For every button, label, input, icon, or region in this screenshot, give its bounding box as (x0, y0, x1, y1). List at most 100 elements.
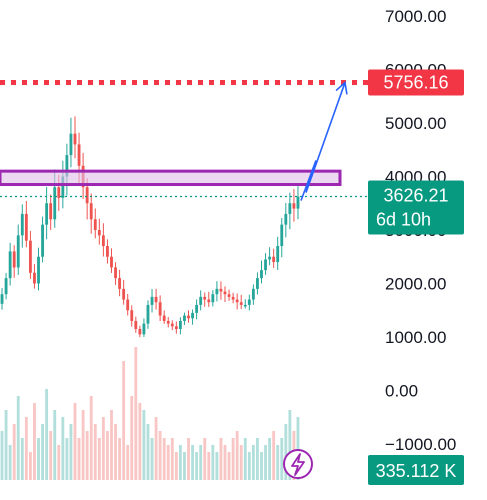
volume-bar (122, 361, 126, 480)
candle-body (146, 304, 150, 324)
volume-bar (49, 431, 53, 480)
volume-bar (4, 410, 8, 480)
candle-body (37, 256, 40, 284)
candle-body (101, 235, 105, 247)
volume-bar (260, 452, 263, 480)
candle-body (251, 288, 255, 300)
candle-body (219, 288, 223, 292)
candle-body (284, 213, 288, 225)
volume-bar (211, 445, 215, 480)
candle-body (77, 144, 81, 166)
volume-bar (73, 403, 77, 480)
candle-body (33, 272, 36, 284)
volume-bar (33, 403, 36, 480)
candle-body (268, 256, 272, 260)
volume-bar (146, 424, 150, 480)
candle-body (53, 187, 57, 220)
candle-body (24, 213, 28, 241)
candle-body (89, 203, 93, 220)
volume-bar (126, 445, 130, 480)
volume-bar (284, 424, 288, 480)
lightning-badge[interactable] (283, 449, 313, 479)
candle-body (235, 299, 239, 303)
volume-bar (106, 431, 109, 480)
volume-bar (45, 389, 49, 480)
candle-body (292, 203, 296, 209)
volume-bar (142, 410, 146, 480)
candle-body (134, 320, 138, 329)
candle-body (256, 278, 259, 289)
candle-body (85, 187, 89, 204)
projection-path (300, 82, 346, 201)
volume-bar (77, 438, 81, 480)
candle-body (239, 302, 243, 305)
volume-bar (219, 438, 223, 480)
volume-bar (150, 438, 154, 480)
lightning-icon (291, 453, 305, 476)
candle-body (49, 203, 53, 220)
candle-body (260, 270, 263, 279)
volume-bar (89, 396, 93, 480)
volume-bar (114, 424, 117, 480)
candle-body (97, 230, 101, 236)
volume-bar (247, 452, 251, 480)
volume-bar (158, 431, 162, 480)
candle-body (45, 203, 49, 225)
volume-bar (101, 417, 105, 480)
candle-body (150, 296, 154, 305)
volume-bar (85, 431, 89, 480)
volume-bar (272, 431, 276, 480)
candle-body (138, 328, 142, 335)
y-tick-label: −1000.00 (385, 435, 456, 454)
candle-body (166, 320, 170, 324)
volume-bar (183, 452, 186, 480)
volume-bar (28, 452, 32, 480)
candle-body (118, 278, 122, 289)
volume-bar (81, 410, 85, 480)
volume-bar (239, 445, 243, 480)
volume-bar (110, 410, 113, 480)
candle-body (174, 326, 178, 329)
candle-body (16, 235, 20, 268)
current-price-tag: 3626.21 6d 10h (368, 180, 464, 235)
volume-bar (223, 445, 227, 480)
current-price-label: 3626.21 (383, 185, 448, 205)
candle-body (247, 299, 251, 305)
candle-body (296, 196, 300, 209)
volume-bar (199, 445, 203, 480)
volume-bar (57, 445, 61, 480)
volume-bar (61, 417, 65, 480)
volume-bars (0, 347, 300, 480)
candle-body (158, 302, 162, 316)
volume-bar (187, 438, 190, 480)
volume-bar (162, 438, 166, 480)
volume-bar (154, 417, 158, 480)
volume-bar (97, 438, 101, 480)
volume-bar (215, 452, 219, 480)
resistance-zone (0, 169, 342, 187)
candle-body (73, 133, 77, 145)
volume-bar (174, 452, 178, 480)
candle-body (106, 246, 109, 257)
volume-bar (41, 424, 44, 480)
candle-body (211, 294, 215, 303)
candle-body (41, 224, 44, 257)
candle-body (170, 323, 174, 327)
candle-body (93, 219, 97, 230)
volume-bar (268, 438, 272, 480)
volume-bar (16, 396, 20, 480)
volume-bar (231, 438, 235, 480)
volume-bar (69, 424, 73, 480)
volume-bar (191, 445, 194, 480)
y-axis: 7000.006000.005000.004000.003000.002000.… (385, 7, 456, 454)
candle-body (162, 315, 166, 321)
candles (0, 116, 300, 338)
volume-bar (53, 410, 57, 480)
volume-bar (65, 438, 69, 480)
volume-bar (207, 452, 211, 480)
volume-bar (203, 438, 207, 480)
volume-bar (195, 452, 199, 480)
candle-body (280, 224, 284, 247)
candle-body (215, 288, 219, 295)
candle-body (288, 203, 292, 214)
